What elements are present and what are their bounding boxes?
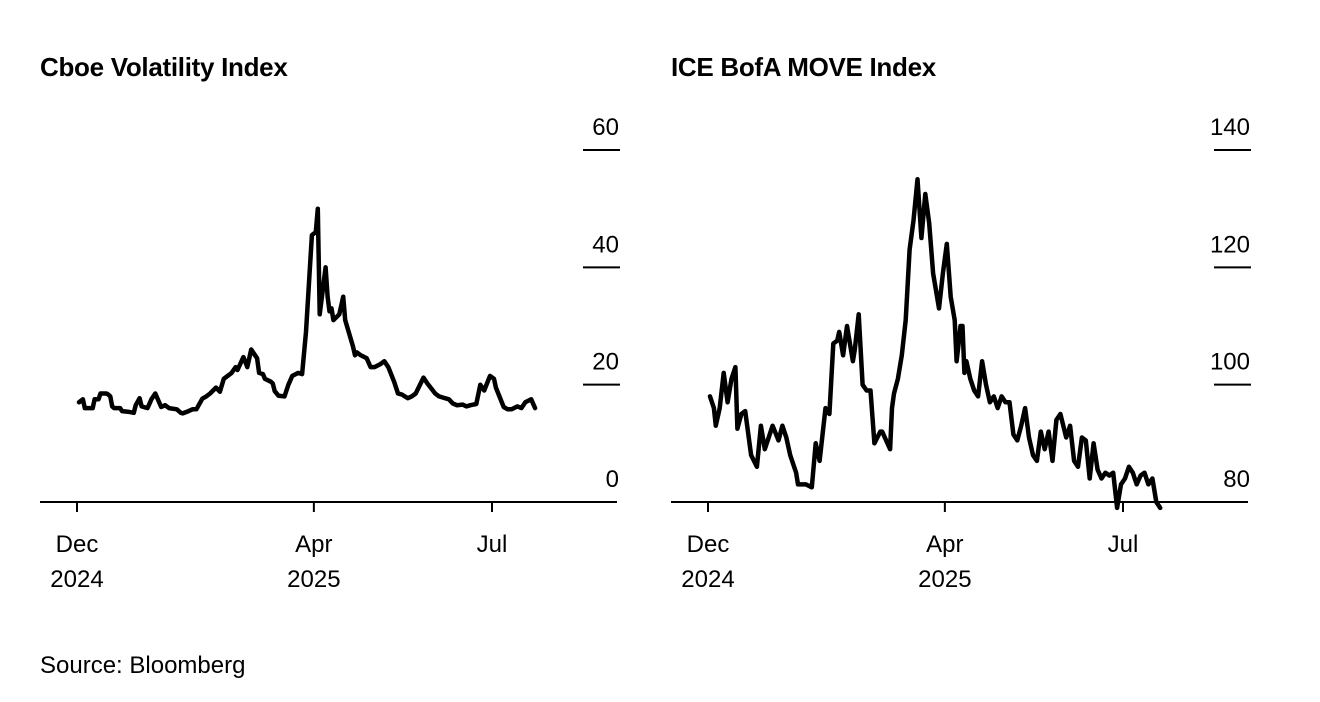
chart-plot-vix: 0 20 40 60 Dec 2024 Apr 2025 Jul [40, 114, 620, 593]
y-tick-label: 60 [592, 114, 619, 141]
x-tick-label: Apr [926, 531, 963, 558]
series-line [707, 177, 1163, 511]
chart-panel-vix: Cboe Volatility Index 0 20 40 60 Dec 2024 Apr 2… [0, 0, 620, 630]
y-tick-label: 80 [1223, 466, 1250, 493]
x-tick-label: Apr [295, 531, 332, 558]
x-tick-label: Dec [687, 531, 730, 558]
x-tick-label: 2025 [287, 566, 340, 593]
y-tick-label: 120 [1210, 231, 1250, 258]
x-tick-label: 2024 [681, 566, 734, 593]
y-tick-label: 0 [606, 466, 619, 493]
y-tick-label: 100 [1210, 349, 1250, 376]
x-tick-label: Dec [56, 531, 99, 558]
source-note: Source: Bloomberg [40, 652, 246, 679]
series-line [76, 206, 538, 416]
chart-title: ICE BofA MOVE Index [671, 52, 936, 82]
x-tick-label: 2024 [50, 566, 103, 593]
chart-plot-move: 80 100 120 140 Dec 2024 Apr 2025 Jul [671, 114, 1251, 593]
x-tick-label: Jul [1108, 531, 1139, 558]
x-tick-label: 2025 [918, 566, 971, 593]
chart-panel-move: ICE BofA MOVE Index 80 100 120 140 Dec 2024 Ap… [631, 0, 1251, 630]
y-tick-label: 20 [592, 349, 619, 376]
y-tick-label: 140 [1210, 114, 1250, 141]
y-tick-label: 40 [592, 231, 619, 258]
x-tick-label: Jul [477, 531, 508, 558]
chart-title: Cboe Volatility Index [40, 52, 288, 82]
